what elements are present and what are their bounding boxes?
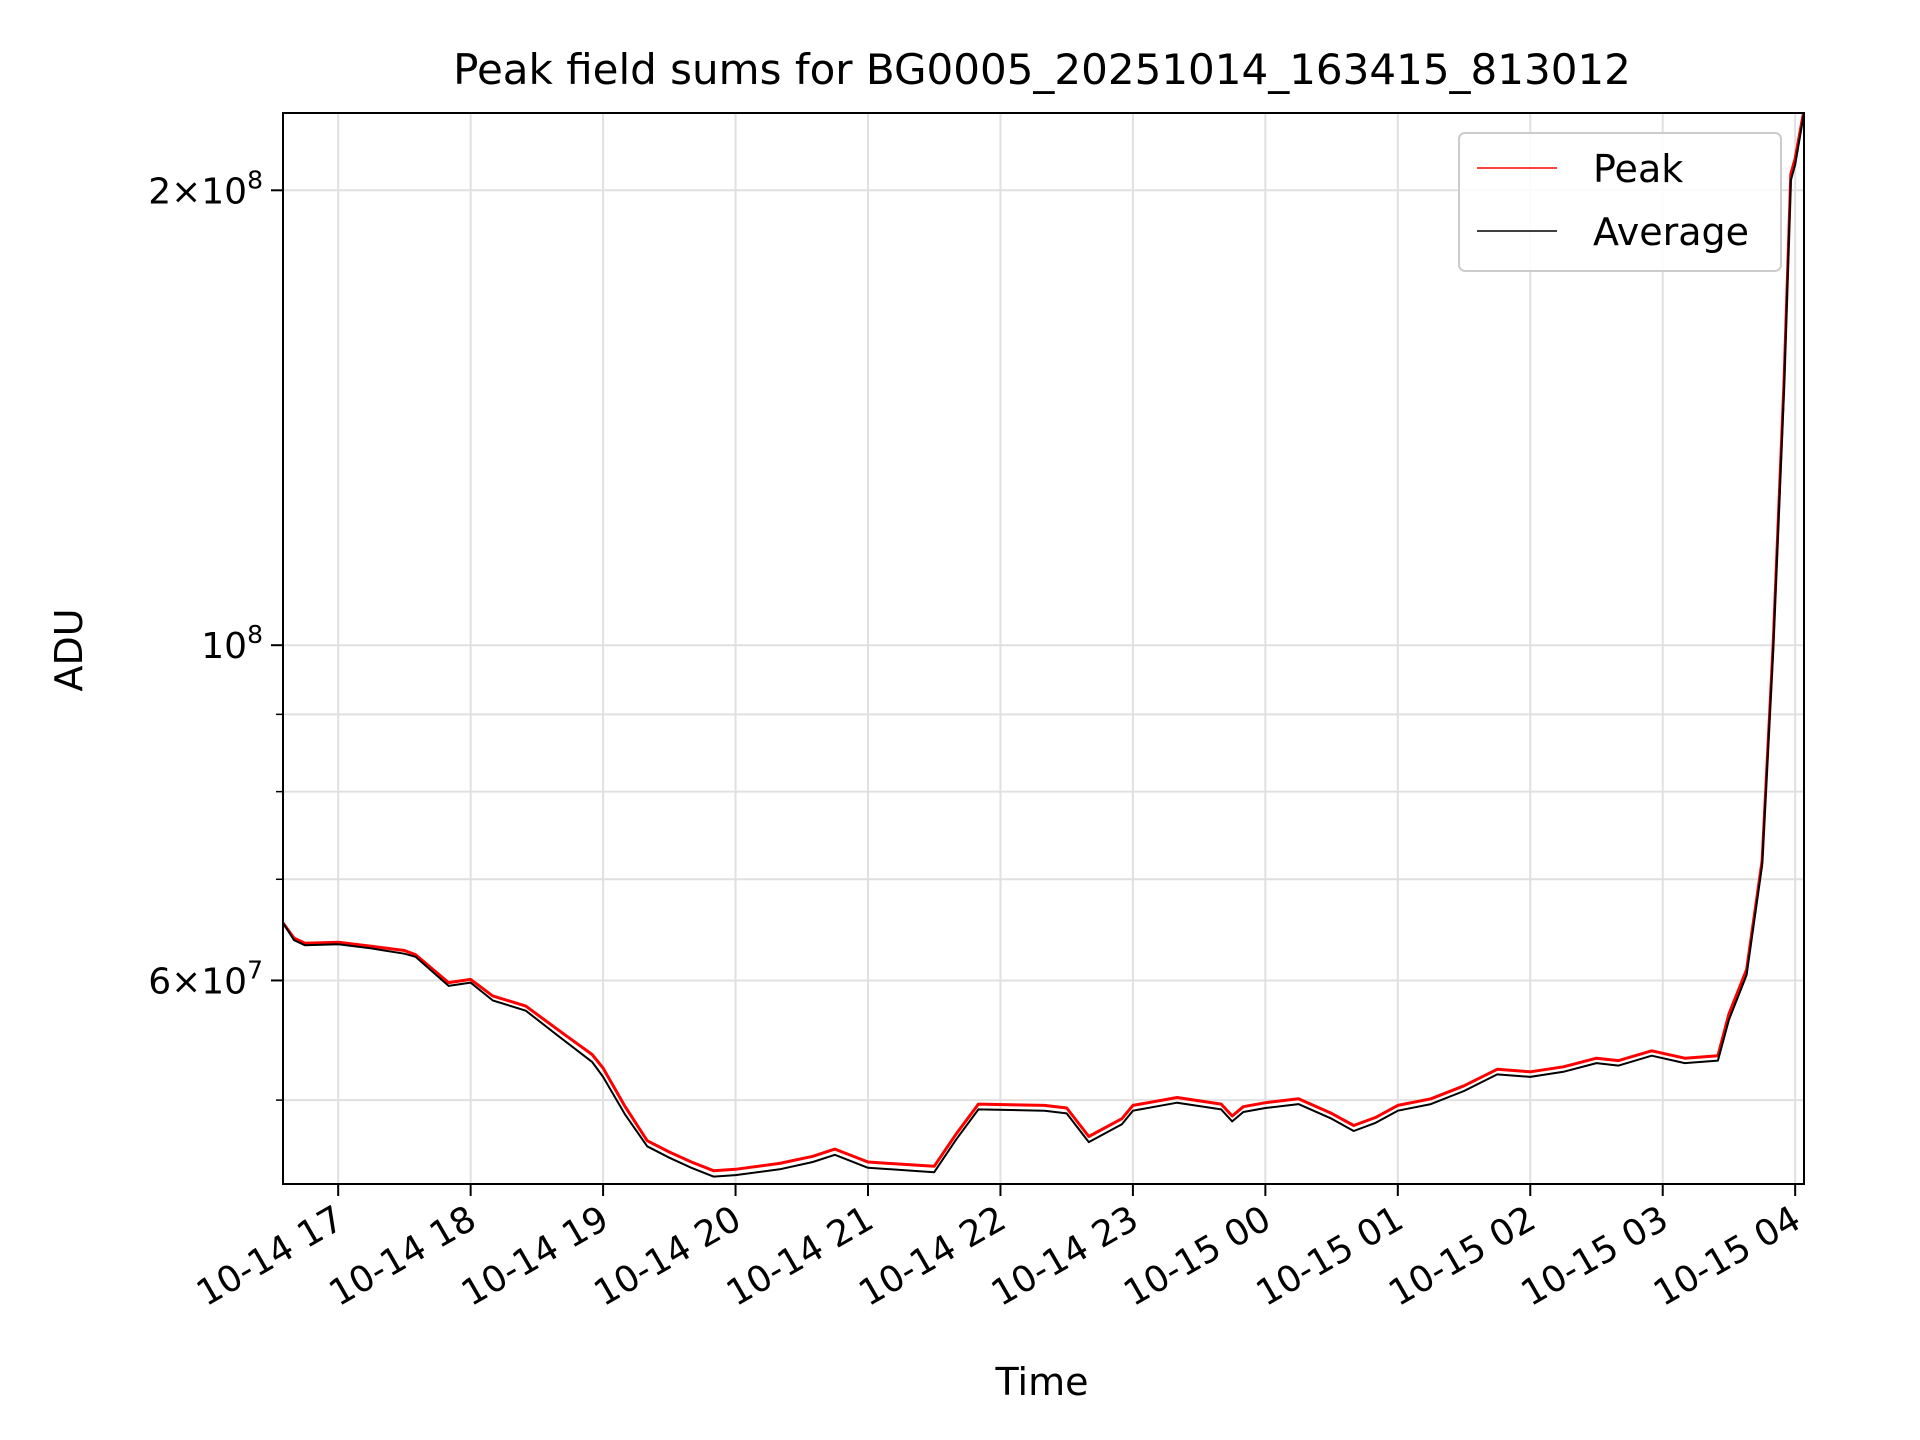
legend-label-peak: Peak xyxy=(1593,147,1683,191)
plot-frame xyxy=(282,112,1805,1185)
x-axis-label: Time xyxy=(995,1360,1089,1404)
y-axis-ticks: 2×108 108 6×107 xyxy=(148,165,283,1101)
chart-title: Peak field sums for BG0005_20251014_1634… xyxy=(453,45,1631,94)
y-tick-label: 2×108 xyxy=(148,165,263,212)
y-axis-label: ADU xyxy=(47,608,91,691)
series-line-average xyxy=(283,113,1804,1178)
legend-label-average: Average xyxy=(1593,210,1749,254)
grid xyxy=(283,113,1804,1184)
series-layer xyxy=(283,113,1804,1178)
legend: Peak Average xyxy=(1458,132,1782,272)
y-tick-label: 6×107 xyxy=(148,955,263,1002)
y-tick-label: 108 xyxy=(201,620,263,667)
series-line-peak xyxy=(283,113,1804,1173)
